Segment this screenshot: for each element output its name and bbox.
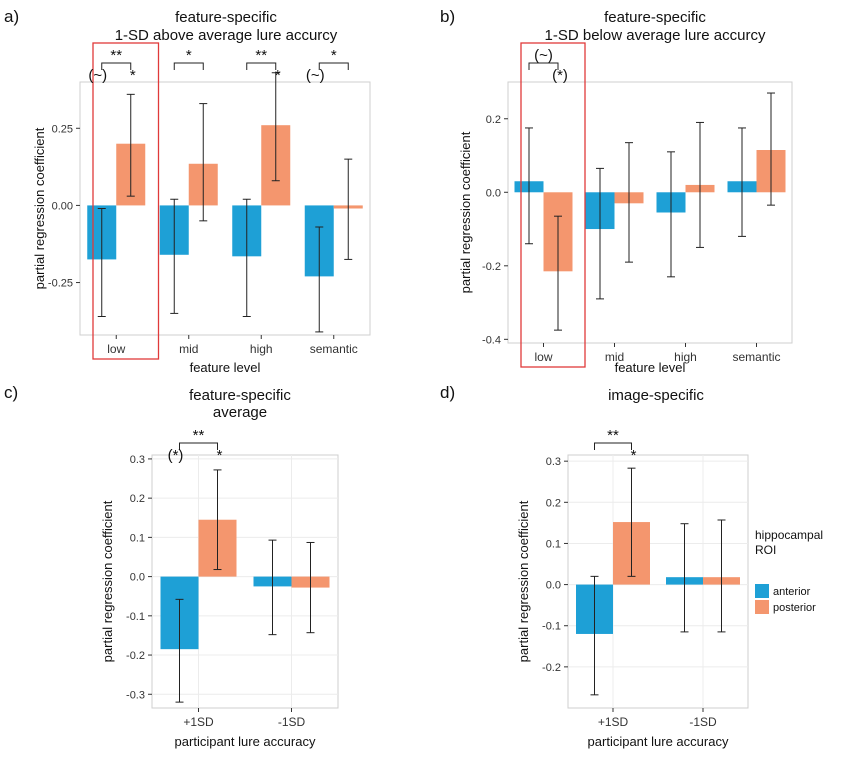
y-tick-label-d-1: -0.1	[542, 621, 561, 633]
y-tick-label-a-2: 0.25	[52, 123, 73, 135]
x-tick-label-b-2: high	[674, 350, 697, 364]
x-tick-label-b-3: semantic	[732, 350, 780, 364]
y-tick-label-c-3: 0.0	[130, 572, 145, 584]
legend-swatch-posterior	[755, 600, 769, 614]
sig-bracket-label-d-0: **	[607, 427, 619, 444]
y-axis-label-b: partial regression coefficient	[458, 131, 473, 293]
x-tick-label-b-0: low	[534, 350, 552, 364]
y-tick-label-d-4: 0.2	[546, 497, 561, 509]
chart-title-c-line1: feature-specific	[189, 387, 291, 404]
sig-anterior-c-0: (*)	[168, 447, 184, 464]
plot-border-d	[567, 454, 749, 709]
y-tick-label-c-2: -0.1	[126, 611, 145, 623]
y-tick-label-c-6: 0.3	[130, 454, 145, 466]
sig-bracket-a-2	[246, 62, 277, 70]
y-tick-label-b-2: 0.0	[486, 187, 501, 199]
y-tick-label-b-0: -0.4	[482, 334, 501, 346]
sig-anterior-a-0: (~)	[88, 67, 107, 84]
sig-bracket-a-1	[173, 62, 204, 70]
sig-bracket-label-b-0: (~)	[534, 47, 553, 64]
sig-posterior-d-0: *	[631, 447, 637, 464]
chart-title-c-line2: average	[213, 404, 267, 421]
x-axis-label-d: participant lure accuracy	[588, 734, 729, 749]
legend-title-line2: ROI	[755, 543, 776, 557]
highlight-box-b	[520, 42, 586, 368]
y-tick-label-c-0: -0.3	[126, 689, 145, 701]
y-tick-label-c-4: 0.1	[130, 532, 145, 544]
y-tick-label-a-1: 0.00	[52, 200, 73, 212]
y-tick-label-b-1: -0.2	[482, 261, 501, 273]
legend-title-line1: hippocampal	[755, 528, 823, 542]
x-axis-label-b: feature level	[615, 360, 686, 375]
y-tick-label-d-5: 0.3	[546, 456, 561, 468]
y-tick-label-d-3: 0.1	[546, 538, 561, 550]
sig-bracket-c-0	[179, 442, 218, 450]
sig-bracket-label-a-2: **	[255, 47, 267, 64]
plot-border-b	[507, 81, 793, 344]
sig-bracket-label-a-1: *	[186, 47, 192, 64]
y-tick-label-b-3: 0.2	[486, 114, 501, 126]
sig-posterior-a-0: *	[130, 67, 136, 84]
panel-letter-d: d)	[440, 383, 455, 402]
x-tick-label-a-0: low	[107, 342, 125, 356]
x-axis-label-c: participant lure accuracy	[175, 734, 316, 749]
y-tick-label-c-1: -0.2	[126, 650, 145, 662]
chart-title-b-line2: 1-SD below average lure accurcy	[545, 27, 766, 44]
sig-bracket-label-c-0: **	[193, 427, 205, 444]
sig-bracket-a-3	[318, 62, 349, 70]
panel-letter-a: a)	[4, 7, 19, 26]
y-tick-label-d-0: -0.2	[542, 662, 561, 674]
x-axis-label-a: feature level	[190, 360, 261, 375]
y-tick-label-d-2: 0.0	[546, 580, 561, 592]
panel-letter-c: c)	[4, 383, 18, 402]
sig-posterior-c-0: *	[217, 447, 223, 464]
plot-border-a	[79, 81, 371, 336]
sig-posterior-b-0: (*)	[552, 67, 568, 84]
x-tick-label-d-0: +1SD	[598, 715, 629, 729]
chart-title-b-line1: feature-specific	[604, 9, 706, 26]
chart-title-a-line1: feature-specific	[175, 9, 277, 26]
x-tick-label-d-1: -1SD	[689, 715, 717, 729]
x-tick-label-a-2: high	[250, 342, 273, 356]
y-tick-label-a-0: -0.25	[48, 278, 73, 290]
chart-title-d-line1: image-specific	[608, 387, 704, 404]
x-tick-label-c-0: +1SD	[183, 715, 214, 729]
y-axis-label-a: partial regression coefficient	[32, 127, 47, 289]
y-axis-label-c: partial regression coefficient	[100, 500, 115, 662]
legend-swatch-anterior	[755, 584, 769, 598]
highlight-box-a	[92, 42, 160, 360]
sig-bracket-d-0	[594, 442, 632, 450]
legend-label-posterior: posterior	[773, 602, 816, 614]
x-tick-label-c-1: -1SD	[278, 715, 306, 729]
x-tick-label-b-1: mid	[605, 350, 624, 364]
panel-letter-b: b)	[440, 7, 455, 26]
legend: hippocampal ROI anterior posterior	[755, 528, 823, 614]
y-tick-label-c-5: 0.2	[130, 493, 145, 505]
x-tick-label-a-3: semantic	[310, 342, 358, 356]
y-axis-label-d: partial regression coefficient	[516, 500, 531, 662]
x-tick-label-a-1: mid	[179, 342, 198, 356]
sig-bracket-b-0	[528, 62, 559, 70]
sig-bracket-label-a-0: **	[110, 47, 122, 64]
sig-bracket-a-0	[101, 62, 132, 70]
plot-border-c	[151, 454, 339, 709]
sig-posterior-a-2: *	[275, 67, 281, 84]
chart-title-a-line2: 1-SD above average lure accurcy	[115, 27, 338, 44]
legend-label-anterior: anterior	[773, 586, 811, 598]
sig-anterior-a-3: (~)	[306, 67, 325, 84]
sig-bracket-label-a-3: *	[331, 47, 337, 64]
